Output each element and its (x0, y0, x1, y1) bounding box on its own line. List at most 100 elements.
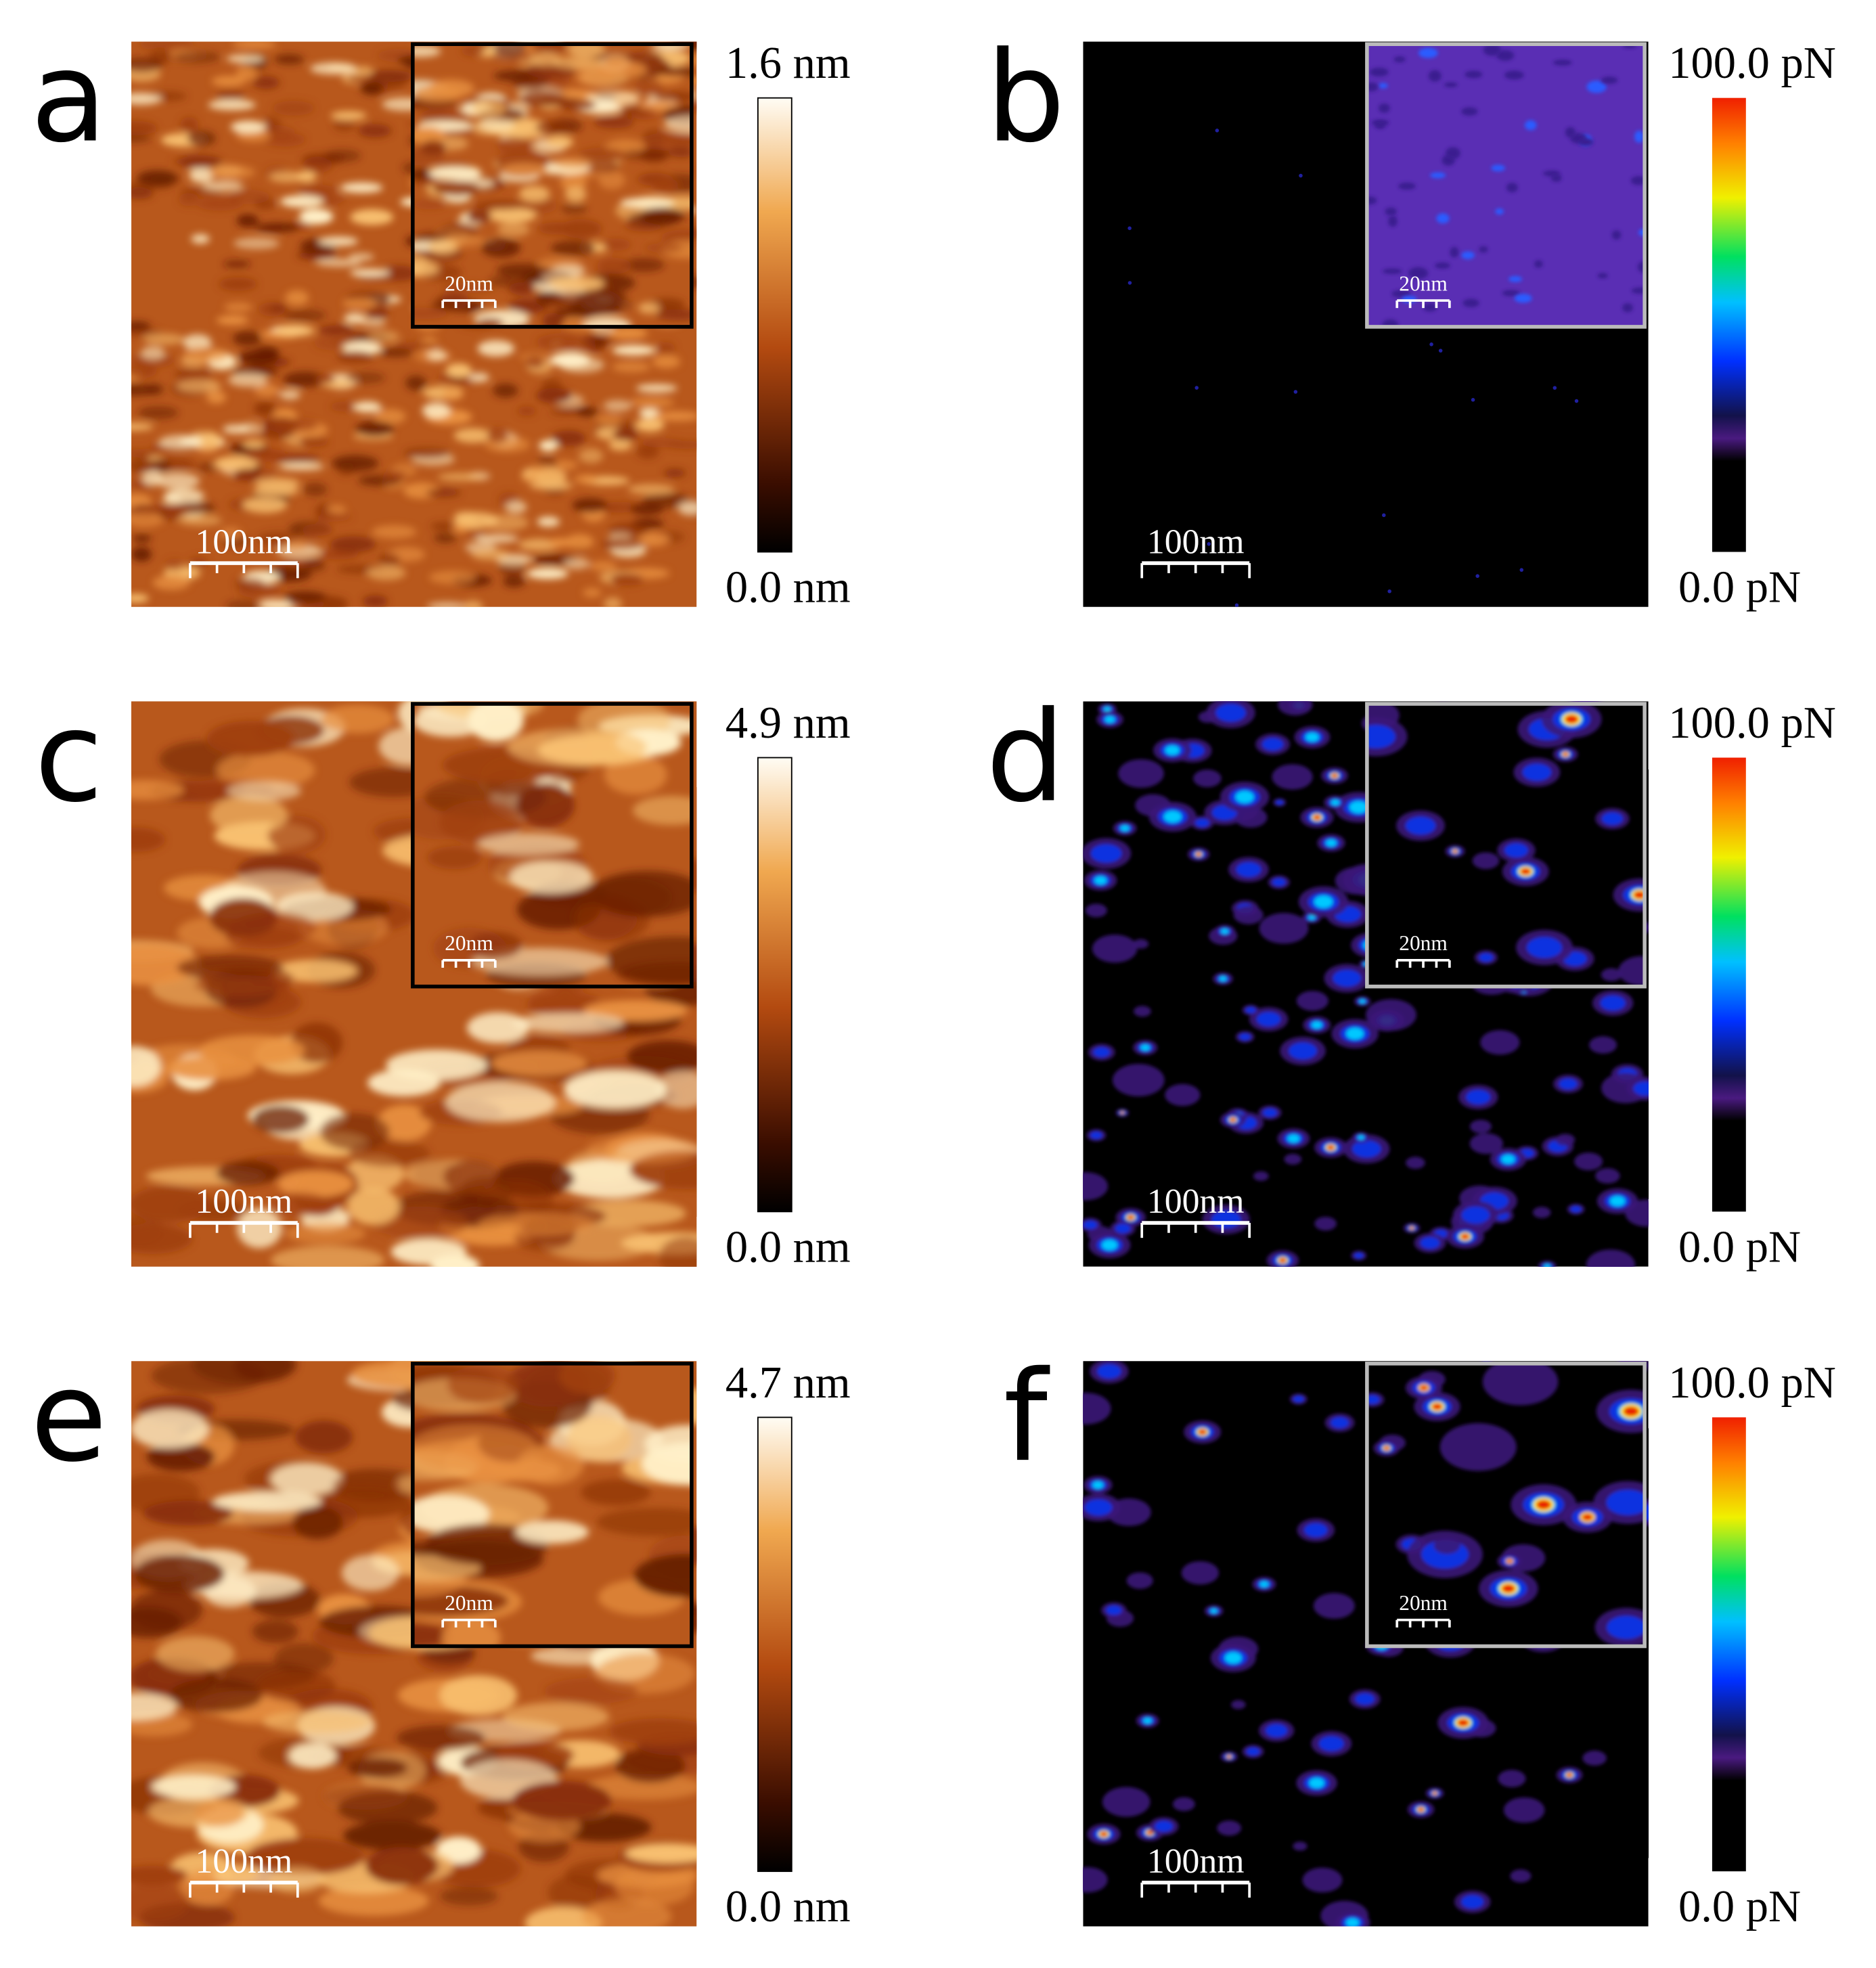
feature (254, 223, 300, 232)
feature (278, 462, 324, 470)
feature (535, 468, 567, 485)
feature (601, 538, 644, 551)
feature (461, 45, 486, 57)
inset (1366, 44, 1645, 327)
feature (1406, 1157, 1425, 1169)
feature (1331, 799, 1340, 805)
feature (548, 538, 573, 547)
feature (610, 573, 644, 586)
feature (1253, 1171, 1269, 1181)
feature (187, 131, 216, 146)
feature (503, 575, 526, 587)
feature (1287, 1134, 1300, 1143)
feature (252, 1105, 309, 1134)
inset (412, 1363, 692, 1647)
feature (1502, 290, 1521, 296)
feature (439, 800, 522, 845)
feature (583, 1000, 688, 1021)
feature (626, 51, 663, 64)
feature (1519, 568, 1524, 572)
feature (1198, 1429, 1207, 1435)
feature (330, 536, 376, 553)
feature (178, 193, 199, 206)
feature (343, 313, 366, 324)
feature (1083, 1171, 1109, 1201)
feature (378, 348, 413, 357)
feature (524, 1906, 602, 1927)
feature (1313, 815, 1321, 820)
feature (607, 327, 648, 340)
feature (1083, 1866, 1108, 1893)
feature (259, 429, 295, 439)
feature (330, 111, 367, 120)
scale-bar-label: 100nm (1147, 1842, 1245, 1881)
feature (377, 1104, 432, 1142)
feature (1418, 1808, 1424, 1812)
feature (1586, 1249, 1636, 1267)
feature (131, 449, 160, 457)
feature (1506, 182, 1518, 193)
feature (1219, 976, 1227, 982)
feature (1565, 715, 1578, 723)
feature (326, 504, 347, 515)
feature (477, 1212, 595, 1236)
feature (428, 570, 476, 584)
feature (1479, 246, 1488, 253)
feature (1227, 1755, 1231, 1758)
inset-border (411, 702, 694, 989)
feature (321, 705, 395, 734)
feature (348, 252, 374, 261)
feature (608, 439, 632, 451)
feature (198, 1035, 305, 1067)
feature (1155, 1820, 1174, 1832)
feature (1278, 701, 1313, 716)
feature (1461, 251, 1475, 260)
feature (586, 1135, 697, 1164)
feature (298, 208, 334, 225)
colorbar-max-label: 100.0 pN (1668, 698, 1836, 748)
feature (486, 207, 537, 223)
feature (1520, 868, 1531, 875)
feature (1318, 1736, 1344, 1751)
feature (1633, 1081, 1649, 1096)
feature (318, 325, 354, 335)
feature (466, 1012, 529, 1044)
feature (1194, 386, 1199, 390)
feature (482, 514, 529, 531)
feature (612, 428, 638, 441)
feature (1330, 1416, 1349, 1429)
texture (131, 701, 697, 1267)
feature (360, 318, 386, 327)
feature (194, 1799, 244, 1827)
feature (1419, 1385, 1428, 1391)
feature (272, 959, 357, 983)
colorbar-max-label: 100.0 pN (1668, 39, 1836, 88)
feature (598, 171, 625, 189)
feature (1469, 1119, 1492, 1134)
feature (1434, 262, 1450, 269)
feature (612, 361, 650, 373)
feature (252, 1619, 298, 1644)
feature (567, 44, 606, 58)
scale-bar-label: 100nm (196, 1182, 293, 1221)
feature (285, 1222, 366, 1245)
feature (1121, 1111, 1124, 1114)
feature (527, 991, 602, 1017)
feature (1553, 386, 1557, 390)
feature (365, 1846, 439, 1885)
colorbar-max-label: 4.9 nm (725, 698, 851, 748)
feature (239, 422, 262, 434)
feature (1084, 1499, 1113, 1516)
feature (355, 421, 395, 437)
feature (283, 309, 326, 321)
feature (1346, 1027, 1364, 1040)
feature (298, 184, 337, 196)
feature (131, 457, 156, 474)
feature (1112, 1064, 1165, 1096)
feature (264, 132, 306, 147)
feature (1259, 1581, 1269, 1588)
feature (202, 181, 244, 192)
feature (1314, 895, 1333, 908)
feature (621, 258, 665, 273)
